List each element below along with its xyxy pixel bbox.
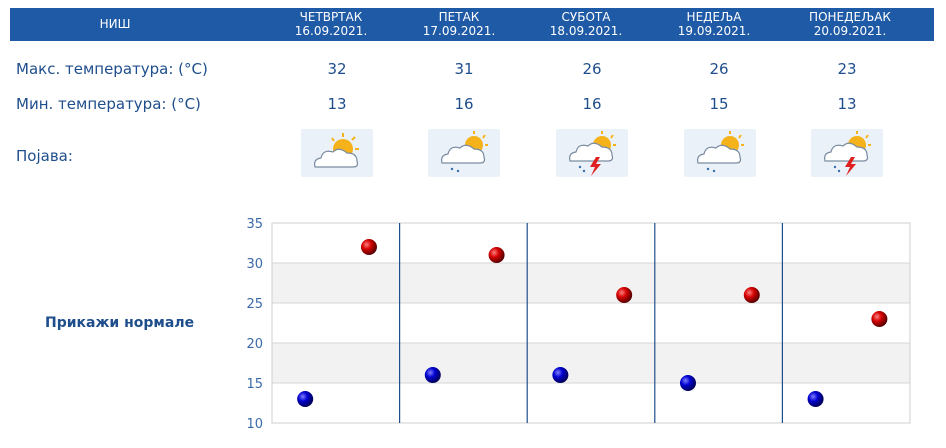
- min-temp-value: 13: [837, 95, 857, 113]
- grid-band: [272, 383, 910, 423]
- day-name: ЧЕТВРТАК: [299, 10, 363, 24]
- min-temp-value: 13: [327, 95, 347, 113]
- max-temp-label: Макс. температура: (°C): [16, 60, 208, 78]
- max-temp-value: 23: [837, 60, 857, 78]
- min-temp-marker: [297, 391, 314, 407]
- y-axis: 10 15 20 25 30 35: [246, 217, 263, 432]
- grid-band: [272, 223, 910, 263]
- day-header-5: ПОНЕДЕЉАК 20.09.2021.: [785, 10, 915, 43]
- max-temp-value: 32: [327, 60, 347, 78]
- y-tick-label: 25: [246, 297, 263, 312]
- day-date: 20.09.2021.: [813, 24, 887, 38]
- min-temp-value: 15: [709, 95, 729, 113]
- day-header-1: ЧЕТВРТАК 16.09.2021.: [275, 10, 387, 43]
- max-temp-marker: [871, 311, 888, 327]
- day-header-2: ПЕТАК 17.09.2021.: [403, 10, 515, 43]
- chart-grid: [271, 222, 911, 424]
- grid-band: [272, 343, 910, 383]
- sun-cloud-icon: [301, 129, 373, 177]
- min-temp-marker: [424, 367, 441, 383]
- y-tick-label: 30: [246, 257, 263, 272]
- day-date: 17.09.2021.: [422, 24, 496, 38]
- max-temp-marker: [616, 287, 633, 303]
- max-temp-marker: [360, 239, 377, 255]
- city-name: НИШ: [99, 17, 131, 31]
- y-tick-label: 15: [246, 377, 263, 392]
- day-header-4: НЕДЕЉА 19.09.2021.: [658, 10, 770, 43]
- min-temp-value: 16: [454, 95, 474, 113]
- day-name: ПОНЕДЕЉАК: [809, 10, 891, 24]
- y-tick-label: 20: [246, 337, 263, 352]
- sun-cloud-thunderstorm-icon: [556, 129, 628, 177]
- max-temp-value: 31: [454, 60, 474, 78]
- max-temp-marker: [743, 287, 760, 303]
- day-date: 16.09.2021.: [294, 24, 368, 38]
- min-temp-marker: [807, 391, 824, 407]
- max-temp-marker: [488, 247, 505, 263]
- day-name: СУБОТА: [561, 10, 611, 24]
- sun-cloud-light-rain-icon: [684, 129, 756, 177]
- sun-cloud-light-rain-icon: [428, 129, 500, 177]
- min-temp-marker: [679, 375, 696, 391]
- day-dividers: [399, 223, 784, 423]
- y-tick-label: 10: [246, 417, 263, 432]
- phenomenon-label: Појава:: [16, 147, 73, 165]
- day-name: ПЕТАК: [438, 10, 480, 24]
- max-temp-value: 26: [582, 60, 602, 78]
- sun-cloud-thunderstorm-icon: [811, 129, 883, 177]
- grid-band: [272, 303, 910, 343]
- y-tick-label: 35: [246, 217, 263, 232]
- min-temp-value: 16: [582, 95, 602, 113]
- day-name: НЕДЕЉА: [686, 10, 742, 24]
- day-date: 18.09.2021.: [549, 24, 623, 38]
- chart-markers: [297, 239, 888, 407]
- day-header-3: СУБОТА 18.09.2021.: [530, 10, 642, 43]
- min-temp-label: Мин. температура: (°C): [16, 95, 201, 113]
- day-date: 19.09.2021.: [677, 24, 751, 38]
- forecast-header: НИШ ЧЕТВРТАК 16.09.2021. ПЕТАК 17.09.202…: [10, 8, 934, 41]
- show-normals-link[interactable]: Прикажи нормале: [45, 315, 195, 331]
- min-temp-marker: [552, 367, 569, 383]
- plot-frame: [271, 222, 911, 424]
- max-temp-value: 26: [709, 60, 729, 78]
- grid-band: [272, 263, 910, 303]
